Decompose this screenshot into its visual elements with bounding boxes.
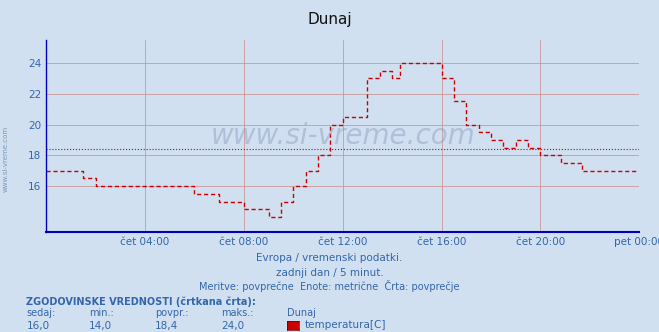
Text: maks.:: maks.: — [221, 308, 253, 318]
Text: povpr.:: povpr.: — [155, 308, 188, 318]
Text: sedaj:: sedaj: — [26, 308, 55, 318]
Text: min.:: min.: — [89, 308, 114, 318]
Text: 14,0: 14,0 — [89, 321, 112, 331]
Text: www.si-vreme.com: www.si-vreme.com — [2, 126, 9, 193]
Text: ZGODOVINSKE VREDNOSTI (črtkana črta):: ZGODOVINSKE VREDNOSTI (črtkana črta): — [26, 296, 256, 307]
Text: zadnji dan / 5 minut.: zadnji dan / 5 minut. — [275, 268, 384, 278]
Text: 16,0: 16,0 — [26, 321, 49, 331]
Text: Evropa / vremenski podatki.: Evropa / vremenski podatki. — [256, 253, 403, 263]
Text: Dunaj: Dunaj — [287, 308, 316, 318]
Text: 18,4: 18,4 — [155, 321, 178, 331]
Text: www.si-vreme.com: www.si-vreme.com — [210, 122, 475, 150]
Text: Meritve: povprečne  Enote: metrične  Črta: povprečje: Meritve: povprečne Enote: metrične Črta:… — [199, 281, 460, 292]
Text: 24,0: 24,0 — [221, 321, 244, 331]
Text: temperatura[C]: temperatura[C] — [305, 320, 387, 330]
Text: Dunaj: Dunaj — [307, 12, 352, 27]
